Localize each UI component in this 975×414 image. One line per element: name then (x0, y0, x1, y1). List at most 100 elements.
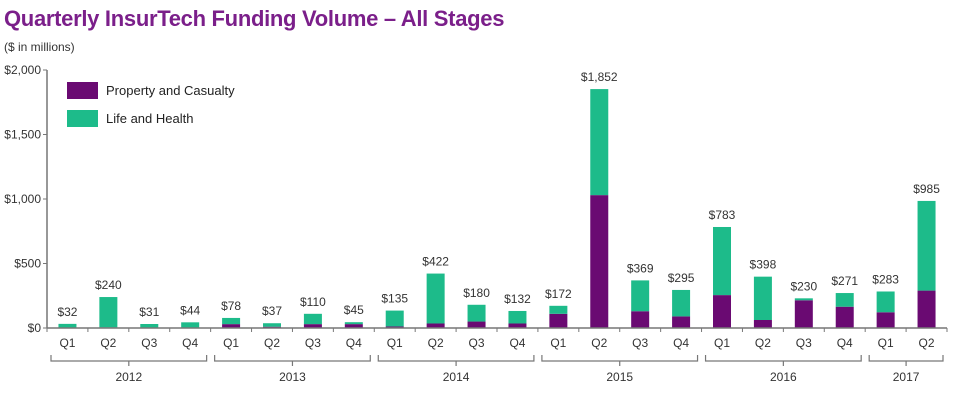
legend-swatch-life-health (67, 110, 98, 127)
bar-life-health (549, 305, 568, 314)
bar-life-health (263, 323, 281, 327)
y-tick-label: $1,500 (4, 128, 41, 142)
y-tick-label: $0 (28, 321, 42, 335)
bar-property-casualty (467, 321, 486, 328)
x-tick-label: Q3 (141, 336, 157, 350)
bar-life-health (140, 324, 159, 328)
bar-life-health (303, 313, 322, 325)
year-bracket (50, 355, 208, 366)
legend: Property and Casualty Life and Health (67, 82, 235, 127)
bar-property-casualty (713, 295, 731, 328)
x-tick-label: Q1 (550, 336, 566, 350)
bar-life-health (385, 310, 404, 327)
bar-life-health (794, 298, 813, 301)
total-label: $369 (627, 261, 654, 275)
y-tick-label: $1,000 (4, 192, 41, 206)
year-label: 2017 (893, 370, 920, 384)
bar-property-casualty (835, 306, 854, 328)
x-tick-label: Q2 (919, 336, 935, 350)
x-tick-label: Q1 (714, 336, 730, 350)
total-label: $45 (344, 303, 364, 317)
bar-life-health (917, 200, 936, 291)
bar-property-casualty (549, 313, 568, 328)
bar-life-health (713, 226, 731, 296)
x-tick-label: Q4 (837, 336, 853, 350)
bars: $32 $240 $31 $44 $78 $37 $110 $45 $135 $422 $180 $1… (57, 70, 940, 328)
y-tick-label: $2,000 (4, 63, 41, 77)
bar-property-casualty (344, 324, 363, 328)
total-label: $422 (422, 255, 449, 269)
year-bracket (214, 355, 371, 366)
total-label: $172 (545, 287, 572, 301)
total-label: $31 (139, 305, 159, 319)
year-label: 2014 (443, 370, 470, 384)
total-label: $398 (750, 258, 777, 272)
bar-life-health (672, 289, 691, 317)
total-label: $295 (668, 271, 695, 285)
year-bracket (704, 355, 862, 366)
x-tick-label: Q4 (509, 336, 525, 350)
bar-property-casualty (426, 323, 445, 328)
x-tick-label: Q3 (469, 336, 485, 350)
bar-life-health (876, 291, 895, 313)
bar-property-casualty (917, 290, 936, 328)
total-label: $783 (709, 208, 736, 222)
bar-life-health (753, 276, 772, 321)
year-bracket (377, 355, 535, 366)
bar-life-health (426, 273, 445, 324)
total-label: $985 (913, 182, 940, 196)
total-label: $110 (300, 295, 326, 309)
legend-swatch-property-casualty (67, 82, 98, 99)
bar-property-casualty (753, 320, 772, 328)
y-axis: $0 $500 $1,000 $1,500 $2,000 (4, 63, 48, 335)
x-tick-label: Q4 (673, 336, 689, 350)
bar-property-casualty (385, 326, 404, 328)
x-tick-label: Q2 (264, 336, 280, 350)
x-tick-label: Q2 (100, 336, 116, 350)
x-axis: Q1 Q2 Q3 Q4 Q1 Q2 Q3 Q4 Q1 Q2 Q3 Q4 Q1 Q2 Q3 Q4 Q1 Q2 Q3 Q4… (46, 327, 948, 384)
bar-life-health (58, 323, 77, 328)
total-label: $135 (381, 292, 408, 306)
x-tick-label: Q1 (59, 336, 75, 350)
total-label: $44 (180, 303, 200, 317)
year-label: 2015 (606, 370, 633, 384)
x-tick-label: Q1 (223, 336, 239, 350)
total-label: $1,852 (581, 70, 618, 84)
bar-property-casualty (222, 324, 241, 328)
total-label: $78 (221, 299, 241, 313)
bar-property-casualty (672, 316, 691, 328)
x-tick-label: Q2 (755, 336, 771, 350)
bar-life-health (99, 297, 118, 328)
total-label: $180 (463, 286, 490, 300)
total-label: $240 (95, 278, 122, 292)
x-tick-label: Q4 (182, 336, 198, 350)
x-tick-label: Q3 (632, 336, 648, 350)
bar-property-casualty (876, 312, 895, 328)
bar-property-casualty (794, 300, 813, 328)
bar-property-casualty (590, 195, 609, 328)
bar-property-casualty (631, 311, 650, 328)
total-label: $230 (790, 279, 817, 293)
bar-property-casualty (303, 324, 322, 328)
total-label: $271 (831, 274, 858, 288)
year-label: 2013 (279, 370, 306, 384)
year-label: 2016 (770, 370, 797, 384)
year-label: 2012 (115, 370, 142, 384)
x-tick-label: Q2 (428, 336, 444, 350)
chart-subtitle: ($ in millions) (4, 40, 75, 54)
bar-life-health (590, 89, 609, 196)
total-label: $32 (57, 305, 77, 319)
bar-life-health (835, 293, 854, 307)
y-tick-label: $500 (14, 257, 41, 271)
legend-label-property-casualty: Property and Casualty (106, 83, 235, 98)
x-tick-label: Q1 (878, 336, 894, 350)
bar-life-health (631, 280, 650, 312)
x-tick-label: Q3 (796, 336, 812, 350)
bar-life-health (508, 310, 527, 324)
bar-life-health (344, 322, 363, 325)
bar-life-health (467, 304, 486, 322)
x-tick-label: Q1 (387, 336, 403, 350)
x-tick-label: Q3 (305, 336, 321, 350)
x-tick-label: Q2 (591, 336, 607, 350)
